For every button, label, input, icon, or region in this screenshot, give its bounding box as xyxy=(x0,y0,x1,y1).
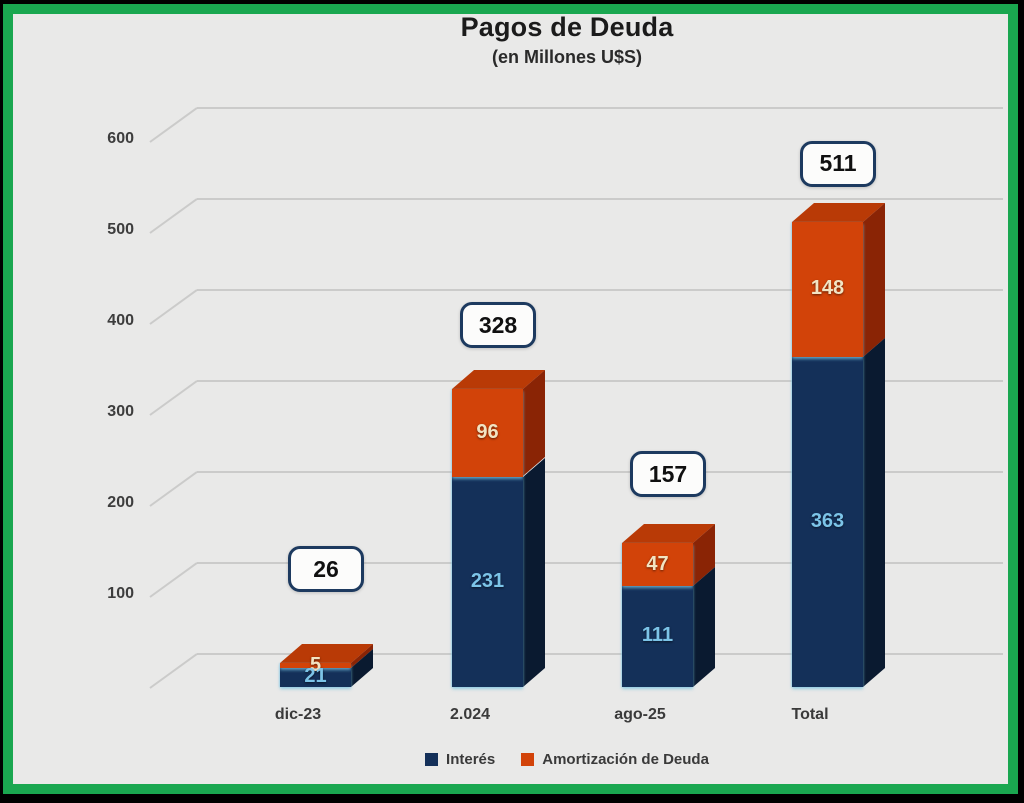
gridline-diagonal-icon xyxy=(149,380,198,416)
category-label: dic-23 xyxy=(274,706,322,723)
bar-value-amortizacion: 5 xyxy=(309,653,322,676)
bar-front-amortizacion xyxy=(452,389,523,477)
bar-value-interes: 363 xyxy=(810,509,845,532)
total-value-box: 157 xyxy=(630,451,706,498)
legend-item-interes: Interés xyxy=(425,751,495,768)
bar-value-amortizacion: 47 xyxy=(646,552,669,575)
interes-swatch-icon xyxy=(425,753,439,766)
y-tick-label: 300 xyxy=(107,403,134,420)
chart-title: Pagos de Deuda xyxy=(460,12,674,42)
amortizacion-swatch-icon xyxy=(521,753,535,766)
category-label: Total xyxy=(791,706,829,723)
legend-label-interes: Interés xyxy=(446,751,496,768)
bar-value-interes: 21 xyxy=(304,665,327,688)
y-tick-label: 100 xyxy=(107,585,134,602)
y-tick-label: 400 xyxy=(107,312,134,329)
bar-value-interes: 111 xyxy=(641,624,674,647)
gridline xyxy=(197,562,1003,564)
chart-subtitle: (en Millones U$S) xyxy=(491,47,643,67)
bar-front-amortizacion xyxy=(280,663,351,668)
gridline-diagonal-icon xyxy=(149,198,198,234)
gridline xyxy=(197,289,1003,291)
bar-front-interes xyxy=(280,667,351,687)
y-tick-label: 600 xyxy=(107,130,134,147)
bar-front-interes xyxy=(792,356,863,687)
total-value-box: 26 xyxy=(288,546,364,593)
gridline-diagonal-icon xyxy=(149,107,198,143)
bar-value-interes: 231 xyxy=(470,569,505,592)
bar-front-amortizacion xyxy=(792,221,863,357)
gridline xyxy=(197,380,1003,382)
category-label: ago-25 xyxy=(614,706,666,723)
gridline xyxy=(197,653,1003,655)
bar-front-amortizacion xyxy=(622,543,693,586)
gridline-diagonal-icon xyxy=(149,562,198,598)
y-tick-label: 500 xyxy=(107,221,134,238)
total-value-box: 328 xyxy=(460,302,536,349)
category-label: 2.024 xyxy=(449,706,491,723)
bar-front-interes xyxy=(452,476,523,687)
gridline-diagonal-icon xyxy=(149,289,198,325)
gridline-diagonal-icon xyxy=(149,471,198,507)
total-value-box: 511 xyxy=(800,140,876,187)
bar-value-amortizacion: 148 xyxy=(810,277,845,300)
y-tick-label: 200 xyxy=(107,494,134,511)
bar-front-interes xyxy=(622,585,693,687)
bar-side-interes xyxy=(693,566,715,687)
legend: Interés Amortización de Deuda xyxy=(130,751,1004,768)
bar-value-amortizacion: 96 xyxy=(476,421,499,444)
bar-side-amortizacion xyxy=(863,202,885,357)
bar-side-interes xyxy=(523,457,545,687)
bar-side-interes xyxy=(863,337,885,687)
gridline-diagonal-icon xyxy=(149,653,198,689)
legend-label-amortizacion: Amortización de Deuda xyxy=(542,751,709,768)
gridline xyxy=(197,107,1003,109)
gridline xyxy=(197,198,1003,200)
legend-item-amortizacion: Amortización de Deuda xyxy=(521,751,709,768)
gridline xyxy=(197,471,1003,473)
